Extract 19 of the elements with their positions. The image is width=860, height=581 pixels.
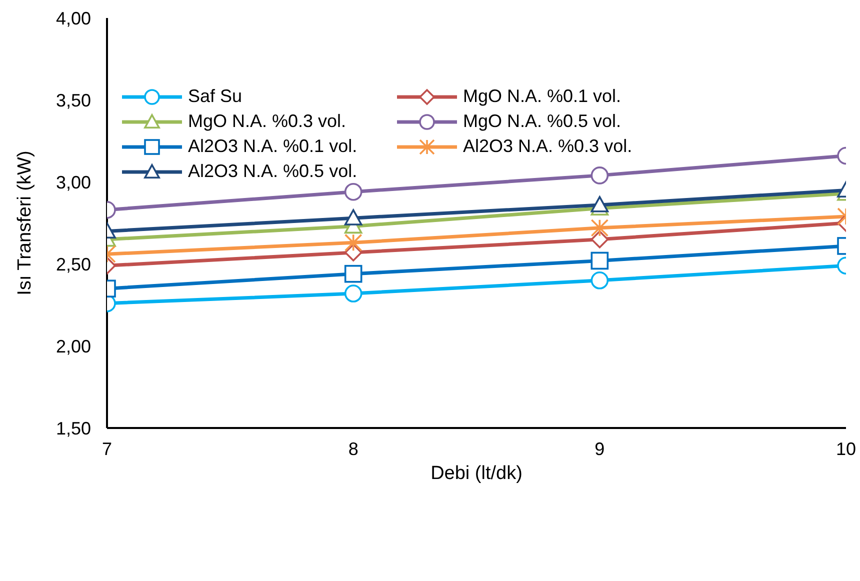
y-tick-label: 2,00 (56, 336, 91, 356)
x-axis-title: Debi (lt/dk) (430, 463, 522, 484)
legend-label: MgO N.A. %0.1 vol. (463, 86, 622, 107)
legend-label: Al2O3 N.A. %0.1 vol. (188, 136, 358, 157)
x-tick-label: 8 (348, 438, 358, 459)
y-tick-label: 2,50 (56, 254, 91, 274)
legend-label: Al2O3 N.A. %0.5 vol. (188, 161, 358, 182)
y-tick-label: 3,00 (56, 172, 91, 192)
legend-label: Saf Su (188, 86, 242, 107)
x-tick-label: 9 (594, 438, 605, 459)
legend-label: MgO N.A. %0.5 vol. (463, 111, 622, 132)
y-tick-label: 1,50 (56, 418, 91, 438)
legend-label: Al2O3 N.A. %0.3 vol. (463, 136, 632, 157)
y-tick-label: 4,00 (56, 8, 91, 28)
legend-label: MgO N.A. %0.3 vol. (188, 111, 346, 132)
x-tick-label: 7 (102, 438, 112, 459)
y-tick-label: 3,50 (56, 90, 91, 110)
y-axis-title: Isı Transferi (kW) (14, 150, 36, 296)
x-tick-label: 10 (836, 438, 856, 459)
